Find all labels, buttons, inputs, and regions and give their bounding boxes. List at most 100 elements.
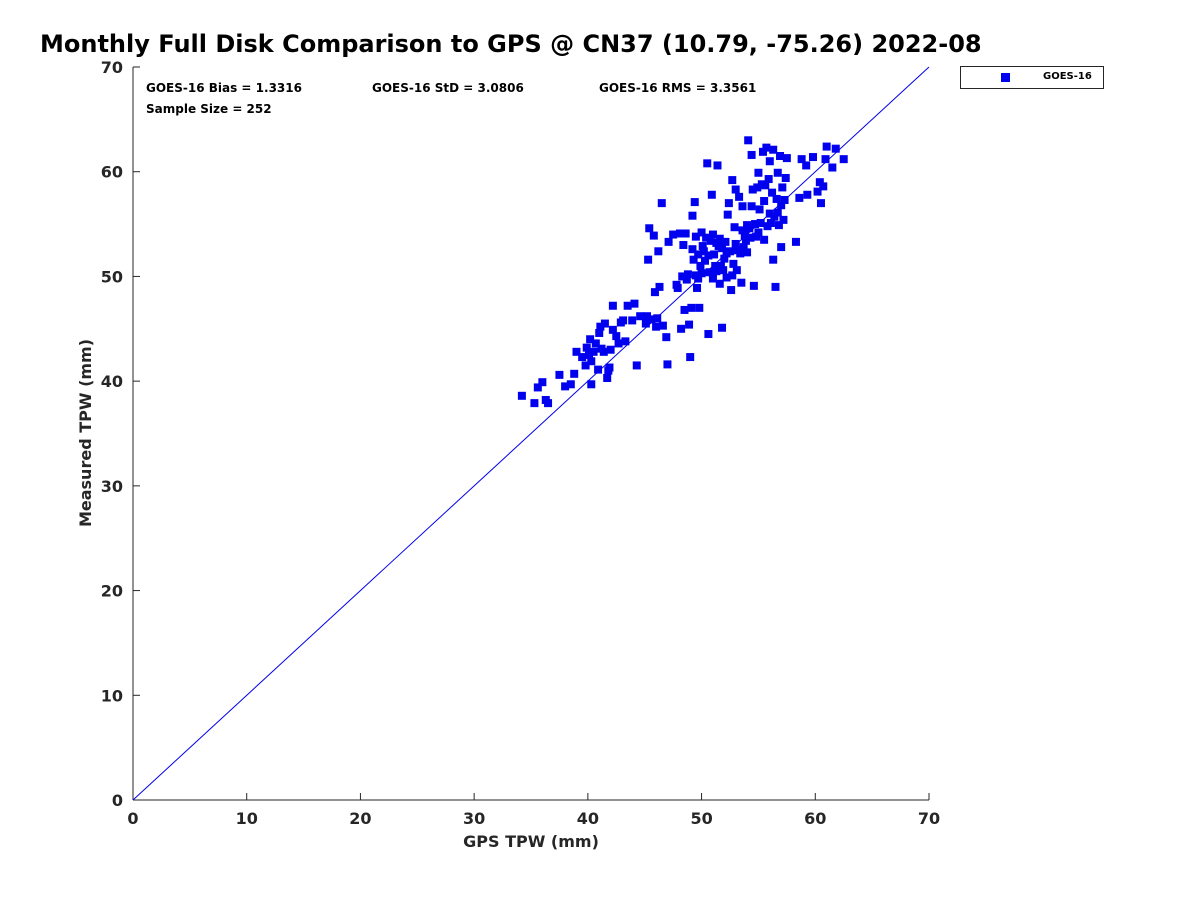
data-point xyxy=(697,228,706,237)
data-point xyxy=(731,239,740,248)
data-point xyxy=(675,229,684,238)
chart-title: Monthly Full Disk Comparison to GPS @ CN… xyxy=(40,30,982,58)
data-point xyxy=(694,250,703,259)
axes xyxy=(132,67,929,801)
data-point xyxy=(803,190,812,199)
data-point xyxy=(538,378,547,387)
data-point xyxy=(737,278,746,287)
data-point xyxy=(603,374,612,383)
data-point xyxy=(570,369,579,378)
data-point xyxy=(587,380,596,389)
data-point xyxy=(581,361,590,370)
data-point xyxy=(706,236,715,245)
data-point xyxy=(738,226,747,235)
data-point xyxy=(673,283,682,292)
data-point xyxy=(740,231,749,240)
data-point xyxy=(694,274,703,283)
data-point xyxy=(696,261,705,270)
data-point xyxy=(747,150,756,159)
data-point xyxy=(715,279,724,288)
data-point xyxy=(771,282,780,291)
y-tick-label: 30 xyxy=(101,477,123,496)
data-point xyxy=(705,268,714,277)
data-point xyxy=(644,255,653,264)
data-point xyxy=(650,288,659,297)
data-point xyxy=(632,361,641,370)
data-point xyxy=(816,199,825,208)
data-point xyxy=(718,323,727,332)
data-point xyxy=(802,161,811,170)
data-point xyxy=(813,187,822,196)
data-point xyxy=(685,320,694,329)
data-point xyxy=(572,347,581,356)
data-point xyxy=(752,232,761,241)
data-point xyxy=(679,241,688,250)
data-point xyxy=(704,330,713,339)
data-point xyxy=(703,159,712,168)
data-point xyxy=(721,237,730,246)
data-point xyxy=(566,380,575,389)
data-point xyxy=(589,347,598,356)
data-point xyxy=(746,233,755,242)
data-point xyxy=(612,332,621,341)
data-point xyxy=(766,219,775,228)
data-point xyxy=(732,266,741,275)
data-point xyxy=(600,319,609,328)
data-point xyxy=(678,272,687,281)
x-tick-label: 0 xyxy=(127,809,138,828)
data-point xyxy=(822,142,831,151)
stats-annotations: GOES-16 Bias = 1.3316 GOES-16 StD = 3.08… xyxy=(146,81,756,116)
x-axis-label: GPS TPW (mm) xyxy=(463,832,599,851)
std-stat: GOES-16 StD = 3.0806 xyxy=(372,81,524,95)
data-point xyxy=(647,315,656,324)
data-point xyxy=(821,155,830,164)
data-point xyxy=(680,305,689,314)
data-point xyxy=(608,325,617,334)
data-point xyxy=(739,243,748,252)
data-point xyxy=(779,215,788,224)
data-point xyxy=(688,211,697,220)
y-axis-label: Measured TPW (mm) xyxy=(76,339,95,527)
data-point xyxy=(747,202,756,211)
data-point xyxy=(713,161,722,170)
data-points xyxy=(517,136,848,408)
data-point xyxy=(738,202,747,211)
legend-marker-square xyxy=(1001,73,1010,82)
data-point xyxy=(654,247,663,256)
data-point xyxy=(716,261,725,270)
data-point xyxy=(683,270,692,279)
x-tick-label: 70 xyxy=(918,809,940,828)
data-point xyxy=(690,198,699,207)
data-point xyxy=(664,237,673,246)
data-point xyxy=(711,261,720,270)
data-point xyxy=(735,192,744,201)
data-point xyxy=(778,183,787,192)
x-tick-label: 20 xyxy=(349,809,371,828)
data-point xyxy=(741,236,750,245)
data-point xyxy=(688,245,697,254)
data-point xyxy=(645,224,654,233)
data-point xyxy=(762,143,771,152)
data-point xyxy=(586,335,595,344)
data-point xyxy=(743,248,752,257)
data-point xyxy=(669,230,678,239)
data-point xyxy=(758,147,767,156)
x-tick-label: 10 xyxy=(236,809,258,828)
data-point xyxy=(773,208,782,217)
data-point xyxy=(587,357,596,366)
data-point xyxy=(653,314,662,323)
y-tick-label: 70 xyxy=(101,58,123,77)
data-point xyxy=(698,242,707,251)
data-point xyxy=(594,365,603,374)
data-point xyxy=(682,275,691,284)
data-point xyxy=(697,269,706,278)
data-point xyxy=(596,322,605,331)
data-point xyxy=(744,136,753,145)
data-point xyxy=(614,339,623,348)
data-point xyxy=(700,256,709,265)
rms-stat: GOES-16 RMS = 3.3561 xyxy=(599,81,756,95)
data-point xyxy=(736,249,745,258)
data-point xyxy=(623,301,632,310)
data-point xyxy=(828,163,837,172)
